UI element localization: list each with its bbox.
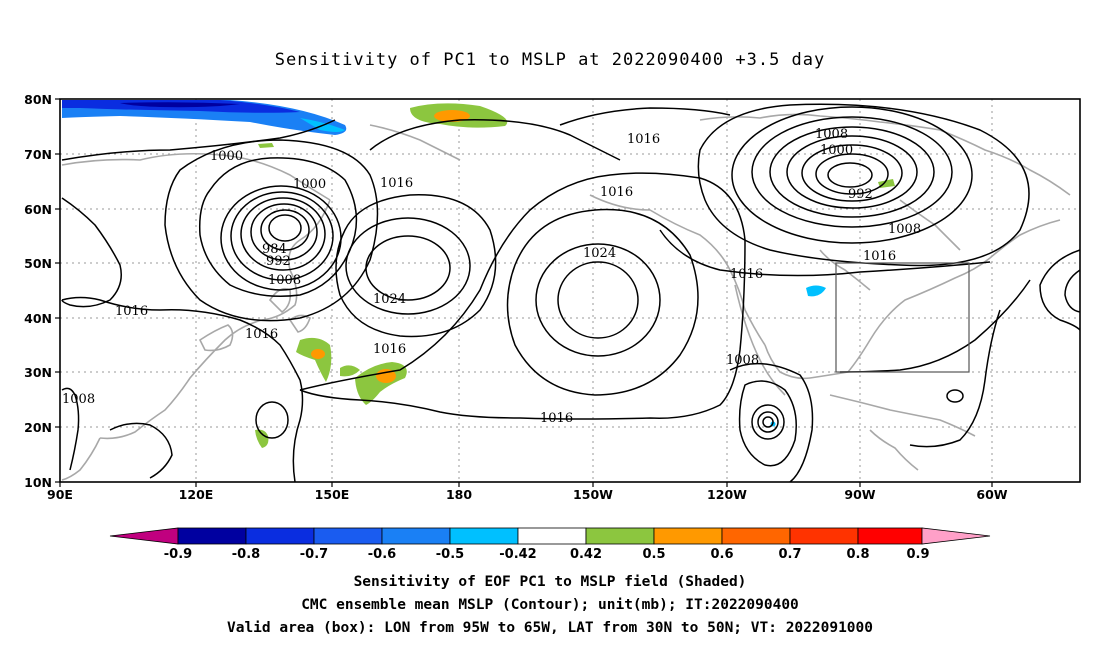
contour-label: 1000 [293, 177, 326, 192]
lon-labels: 90E 120E 150E 180 150W 120W 90W 60W [47, 487, 1008, 502]
colorbar-label: -0.7 [300, 547, 328, 562]
contour-label: 984 [262, 242, 287, 257]
caption-line-1: Sensitivity of EOF PC1 to MSLP field (Sh… [353, 574, 747, 590]
caption-line-3: Valid area (box): LON from 95W to 65W, L… [226, 620, 873, 636]
lon-label: 120E [179, 487, 214, 502]
colorbar-swatch [585, 527, 655, 545]
lon-label: 150E [315, 487, 350, 502]
colorbar-label: 0.42 [570, 547, 602, 562]
lat-label: 40N [24, 311, 52, 326]
colorbar-swatch [245, 527, 315, 545]
contour-label: 1008 [268, 273, 301, 288]
map-background [60, 99, 1080, 482]
contour-label: 1024 [373, 292, 406, 307]
colorbar-swatch [449, 527, 519, 545]
contour-label: 992 [266, 254, 291, 269]
contour-label: 1016 [540, 411, 573, 426]
lat-label: 20N [24, 420, 52, 435]
contour-label: 1000 [210, 149, 243, 164]
contour-label: 1008 [726, 353, 759, 368]
contour-label: 1016 [380, 176, 413, 191]
lat-label: 50N [24, 256, 52, 271]
colorbar-label: 0.6 [710, 547, 733, 562]
lat-label: 60N [24, 202, 52, 217]
lat-label: 30N [24, 365, 52, 380]
colorbar-label: 0.9 [906, 547, 929, 562]
lat-label: 10N [24, 475, 52, 490]
contour-label: 1008 [62, 392, 95, 407]
colorbar-label: -0.42 [499, 547, 536, 562]
colorbar-swatch [177, 527, 247, 545]
chart-title: Sensitivity of PC1 to MSLP at 2022090400… [274, 50, 826, 70]
colorbar-label: -0.9 [164, 547, 192, 562]
colorbar-swatch [653, 527, 723, 545]
lat-labels: 80N 70N 60N 50N 40N 30N 20N 10N [24, 92, 52, 490]
contour-label: 1008 [888, 222, 921, 237]
contour-label: 1016 [600, 185, 633, 200]
lon-label: 90W [844, 487, 875, 502]
axis-ticks [55, 98, 993, 487]
contour-label: 1016 [730, 267, 763, 282]
lon-label: 90E [47, 487, 73, 502]
colorbar-swatch [857, 527, 923, 545]
colorbar-label: -0.6 [368, 547, 396, 562]
contour-label: 1000 [820, 143, 853, 158]
contour-label: 992 [848, 187, 873, 202]
graticule [60, 99, 1080, 482]
colorbar [109, 527, 991, 545]
colorbar-swatch [313, 527, 383, 545]
lon-label: 180 [446, 487, 472, 502]
caption-line-2: CMC ensemble mean MSLP (Contour); unit(m… [301, 597, 799, 613]
coastlines [61, 113, 1071, 481]
contour-label: 1008 [815, 127, 848, 142]
colorbar-labels: -0.9 -0.8 -0.7 -0.6 -0.5 -0.42 0.42 0.5 … [164, 547, 930, 562]
contour-label: 1016 [245, 327, 278, 342]
lon-label: 60W [976, 487, 1007, 502]
valid-area-box [835, 262, 970, 373]
contour-labels: 1016 1008 1000 992 1016 1000 1016 1016 1… [62, 127, 921, 426]
colorbar-arrow-right [921, 527, 991, 545]
colorbar-swatch [381, 527, 451, 545]
colorbar-swatch [721, 527, 791, 545]
colorbar-label: 0.7 [778, 547, 801, 562]
colorbar-label: 0.8 [846, 547, 869, 562]
colorbar-swatch [789, 527, 859, 545]
shaded-sensitivity [62, 100, 895, 448]
colorbar-label: 0.5 [642, 547, 665, 562]
colorbar-arrow-left [109, 527, 179, 545]
contour-label: 1016 [373, 342, 406, 357]
colorbar-label: -0.5 [436, 547, 464, 562]
map-frame [59, 98, 1081, 483]
contour-label: 1024 [583, 246, 616, 261]
contour-label: 1016 [627, 132, 660, 147]
colorbar-swatch [517, 527, 587, 545]
lon-label: 150W [573, 487, 613, 502]
mslp-contours [61, 103, 1081, 483]
lon-label: 120W [707, 487, 747, 502]
contour-label: 1016 [863, 249, 896, 264]
colorbar-label: -0.8 [232, 547, 260, 562]
contour-label: 1016 [115, 304, 148, 319]
lat-label: 70N [24, 147, 52, 162]
lat-label: 80N [24, 92, 52, 107]
